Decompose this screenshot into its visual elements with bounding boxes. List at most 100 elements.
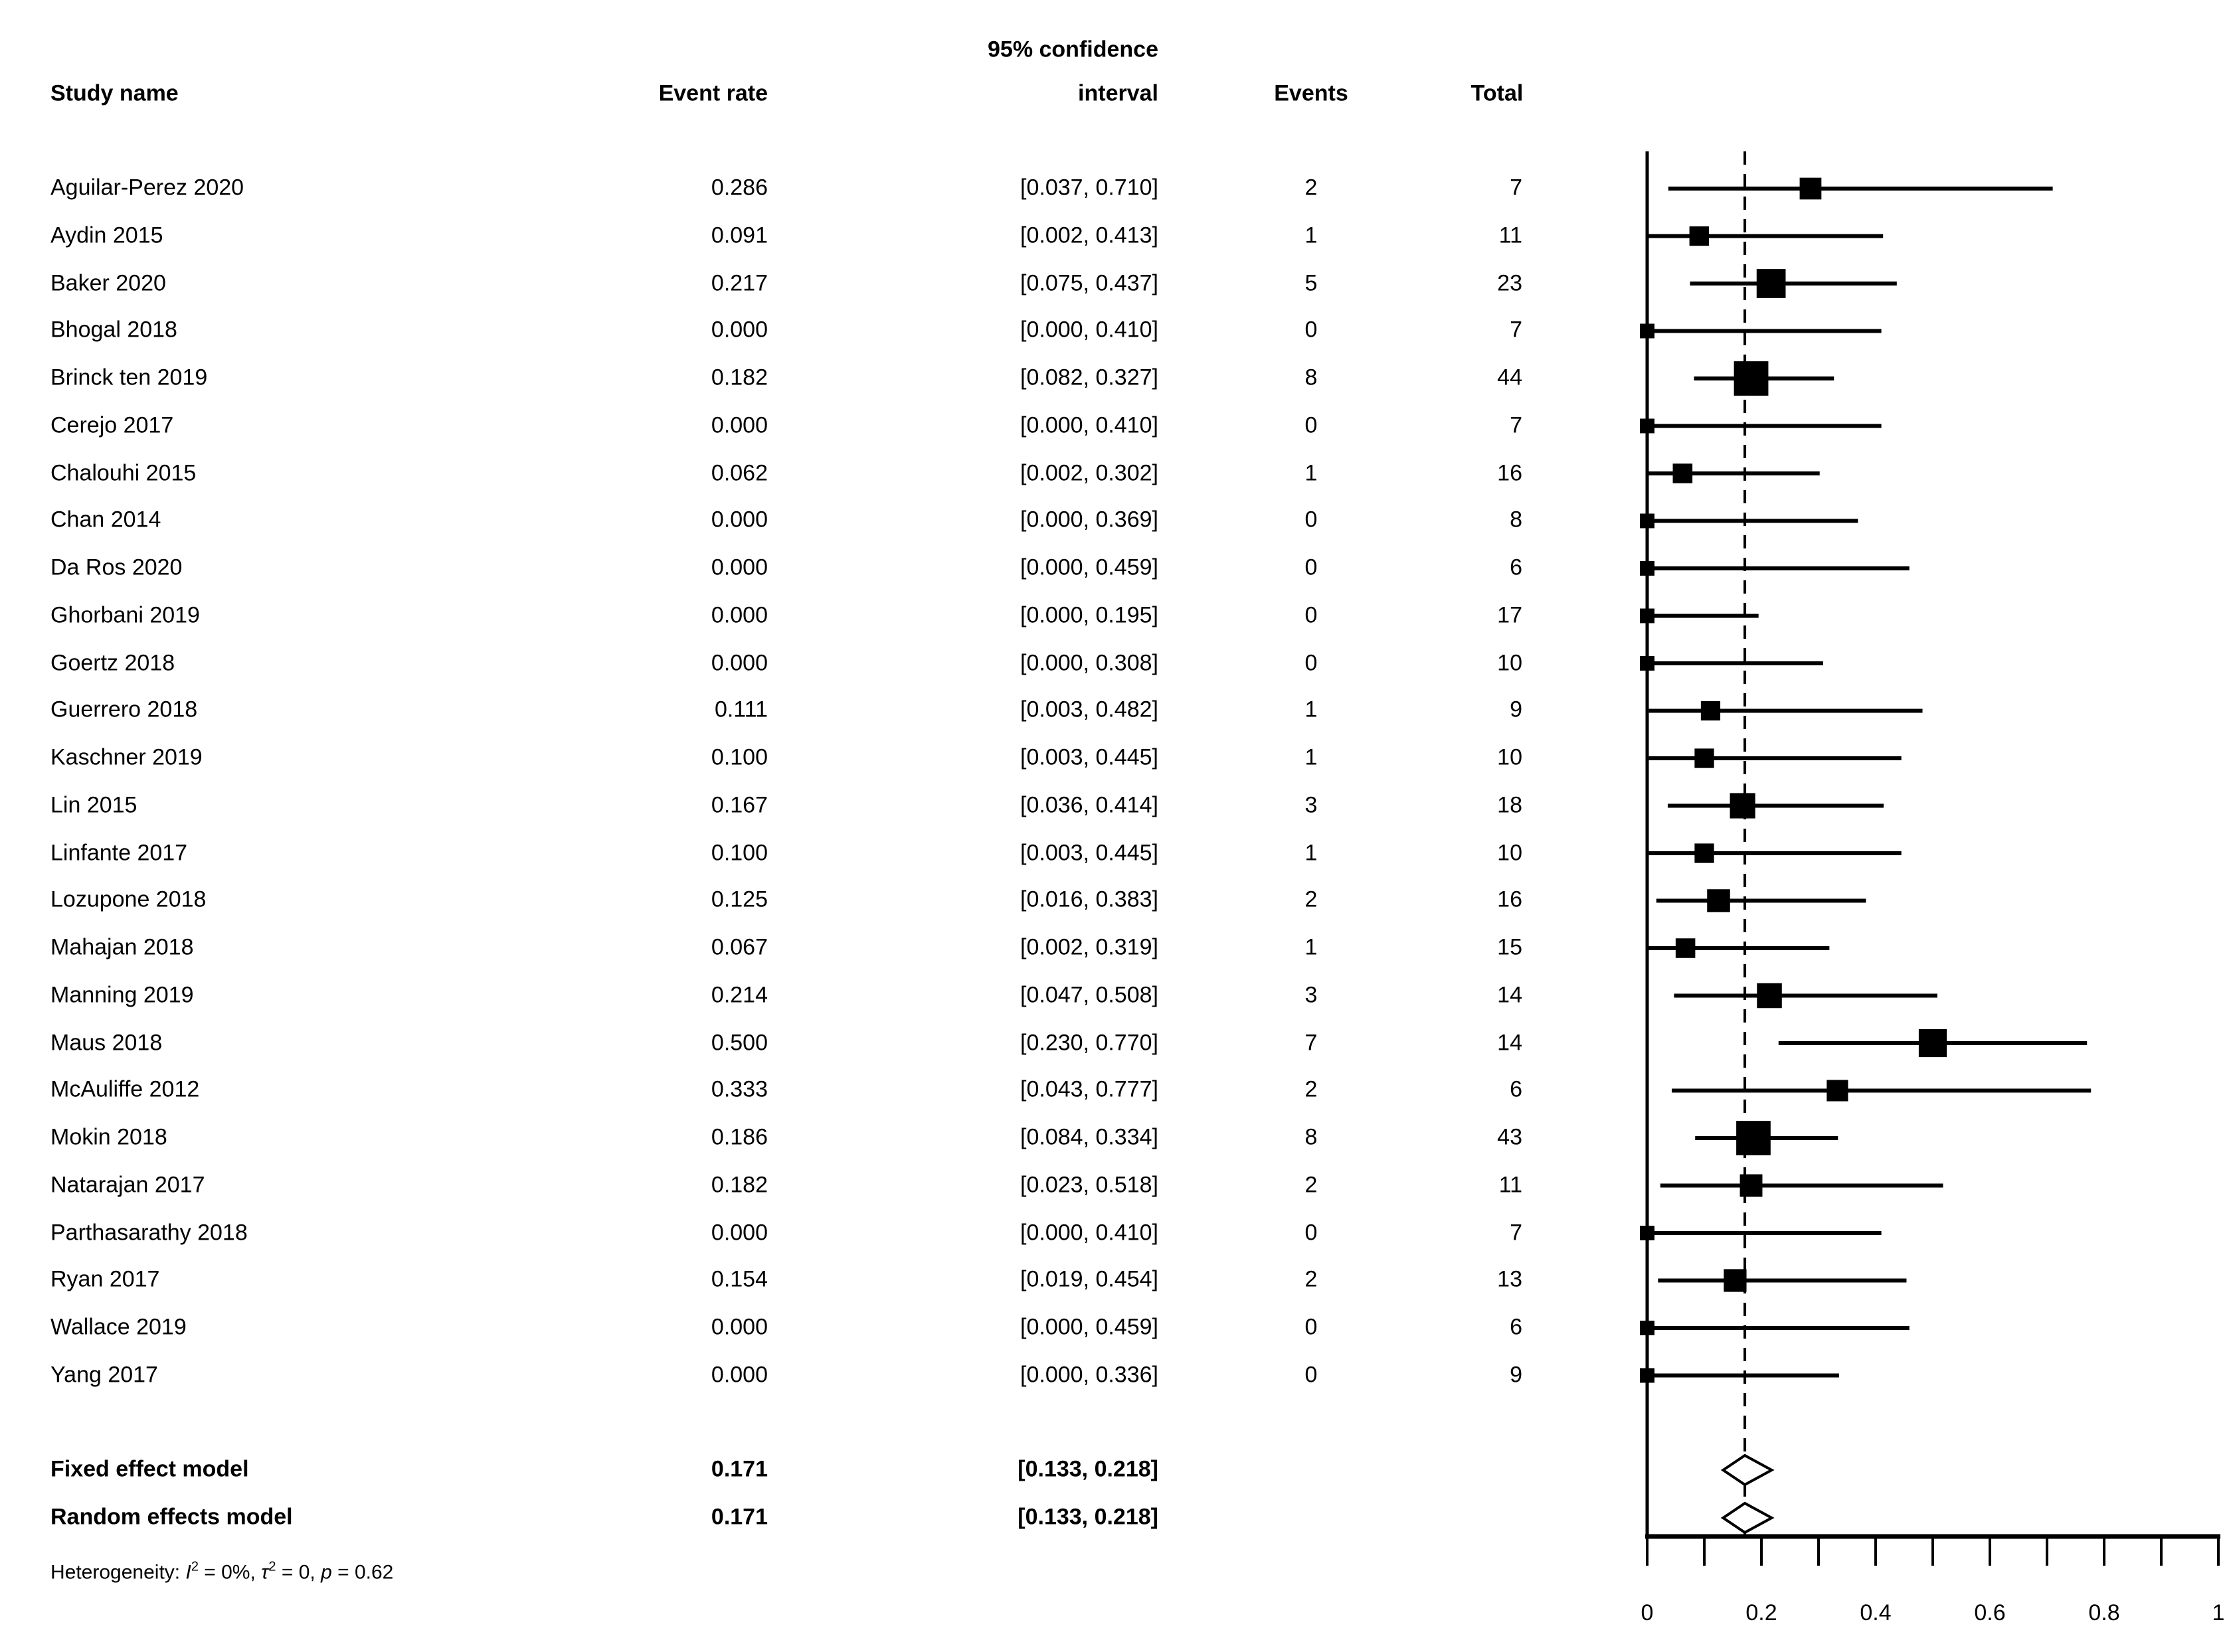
event-rate-value: 0.062 bbox=[711, 459, 768, 485]
events-value: 0 bbox=[1304, 1314, 1318, 1340]
event-rate-value: 0.067 bbox=[711, 934, 768, 960]
events-value: 3 bbox=[1304, 981, 1318, 1007]
ci-value: [0.002, 0.413] bbox=[1020, 222, 1158, 248]
events-value: 0 bbox=[1304, 1361, 1318, 1387]
het-tau-rest: = 0, bbox=[276, 1561, 321, 1584]
study-name: Mokin 2018 bbox=[50, 1124, 167, 1150]
effect-square bbox=[1757, 983, 1782, 1009]
event-rate-value: 0.000 bbox=[711, 1219, 768, 1245]
total-value: 6 bbox=[1510, 1076, 1522, 1102]
event-rate-value: 0.000 bbox=[711, 1361, 768, 1387]
events-value: 8 bbox=[1304, 365, 1318, 390]
header-events: Events bbox=[1274, 80, 1348, 106]
summary-fixed-label: Fixed effect model bbox=[50, 1456, 249, 1482]
het-i-rest: = 0%, bbox=[198, 1561, 262, 1584]
total-value: 11 bbox=[1498, 1171, 1522, 1197]
effect-square bbox=[1675, 938, 1696, 958]
study-name: Cerejo 2017 bbox=[50, 412, 174, 438]
ci-value: [0.002, 0.302] bbox=[1020, 459, 1158, 485]
ci-value: [0.003, 0.445] bbox=[1020, 744, 1158, 770]
total-value: 8 bbox=[1510, 507, 1522, 533]
effect-square bbox=[1640, 1226, 1654, 1240]
ci-value: [0.000, 0.410] bbox=[1020, 317, 1158, 343]
events-value: 1 bbox=[1304, 744, 1318, 770]
study-name: Brinck ten 2019 bbox=[50, 365, 208, 390]
ci-value: [0.000, 0.410] bbox=[1020, 412, 1158, 438]
event-rate-value: 0.000 bbox=[711, 412, 768, 438]
ci-value: [0.003, 0.445] bbox=[1020, 839, 1158, 865]
total-value: 16 bbox=[1497, 886, 1522, 912]
event-rate-value: 0.100 bbox=[711, 839, 768, 865]
event-rate-value: 0.167 bbox=[711, 791, 768, 817]
study-name: Aydin 2015 bbox=[50, 222, 163, 248]
events-value: 2 bbox=[1304, 1171, 1318, 1197]
event-rate-value: 0.100 bbox=[711, 744, 768, 770]
header-study-name: Study name bbox=[50, 80, 179, 106]
event-rate-value: 0.111 bbox=[714, 697, 768, 722]
ci-value: [0.000, 0.336] bbox=[1020, 1361, 1158, 1387]
events-value: 1 bbox=[1304, 934, 1318, 960]
events-value: 2 bbox=[1304, 175, 1318, 201]
total-value: 14 bbox=[1497, 981, 1522, 1007]
header-event-rate: Event rate bbox=[658, 80, 768, 106]
effect-square bbox=[1672, 463, 1693, 483]
study-name: Goertz 2018 bbox=[50, 649, 175, 675]
effect-square bbox=[1700, 701, 1721, 721]
effect-square bbox=[1640, 1321, 1654, 1335]
ci-value: [0.043, 0.777] bbox=[1020, 1076, 1158, 1102]
event-rate-value: 0.091 bbox=[711, 222, 768, 248]
ci-value: [0.000, 0.459] bbox=[1020, 554, 1158, 580]
study-name: Parthasarathy 2018 bbox=[50, 1219, 248, 1245]
study-name: Bhogal 2018 bbox=[50, 317, 177, 343]
event-rate-value: 0.214 bbox=[711, 981, 768, 1007]
effect-square bbox=[1640, 323, 1654, 339]
effect-square bbox=[1640, 608, 1654, 623]
total-value: 7 bbox=[1510, 412, 1522, 438]
effect-square bbox=[1640, 656, 1654, 671]
total-value: 11 bbox=[1498, 222, 1522, 248]
events-value: 2 bbox=[1304, 1266, 1318, 1292]
effect-square bbox=[1736, 1121, 1771, 1155]
effect-square bbox=[1689, 226, 1709, 246]
event-rate-value: 0.186 bbox=[711, 1124, 768, 1150]
study-name: Baker 2020 bbox=[50, 270, 166, 295]
ci-value: [0.230, 0.770] bbox=[1020, 1029, 1158, 1055]
events-value: 2 bbox=[1304, 1076, 1318, 1102]
total-value: 13 bbox=[1497, 1266, 1522, 1292]
total-value: 6 bbox=[1510, 554, 1522, 580]
total-value: 15 bbox=[1497, 934, 1522, 960]
ci-value: [0.016, 0.383] bbox=[1020, 886, 1158, 912]
study-name: Ghorbani 2019 bbox=[50, 602, 200, 627]
study-name: Lin 2015 bbox=[50, 791, 137, 817]
ci-value: [0.019, 0.454] bbox=[1020, 1266, 1158, 1292]
total-value: 9 bbox=[1510, 697, 1522, 722]
event-rate-value: 0.333 bbox=[711, 1076, 768, 1102]
study-name: Chan 2014 bbox=[50, 507, 161, 533]
axis-tick-label: 0.2 bbox=[1745, 1600, 1777, 1625]
header-total: Total bbox=[1471, 80, 1524, 106]
het-p-symbol: p bbox=[321, 1561, 332, 1584]
study-name: Linfante 2017 bbox=[50, 839, 188, 865]
total-value: 16 bbox=[1497, 459, 1522, 485]
summary-fixed-ci: [0.133, 0.218] bbox=[1018, 1456, 1158, 1482]
total-value: 10 bbox=[1497, 839, 1522, 865]
axis-tick-label: 1 bbox=[2212, 1600, 2225, 1625]
ci-value: [0.000, 0.195] bbox=[1020, 602, 1158, 627]
event-rate-value: 0.182 bbox=[711, 365, 768, 390]
effect-square bbox=[1918, 1029, 1947, 1058]
effect-square bbox=[1640, 418, 1654, 434]
ci-value: [0.036, 0.414] bbox=[1020, 791, 1158, 817]
total-value: 6 bbox=[1510, 1314, 1522, 1340]
total-value: 14 bbox=[1497, 1029, 1522, 1055]
effect-square bbox=[1799, 177, 1822, 200]
ci-value: [0.037, 0.710] bbox=[1020, 175, 1158, 201]
study-name: Lozupone 2018 bbox=[50, 886, 207, 912]
axis-tick-label: 0.4 bbox=[1860, 1600, 1891, 1625]
study-name: Yang 2017 bbox=[50, 1361, 158, 1387]
study-name: Wallace 2019 bbox=[50, 1314, 187, 1340]
event-rate-value: 0.182 bbox=[711, 1171, 768, 1197]
event-rate-value: 0.125 bbox=[711, 886, 768, 912]
ci-value: [0.023, 0.518] bbox=[1020, 1171, 1158, 1197]
